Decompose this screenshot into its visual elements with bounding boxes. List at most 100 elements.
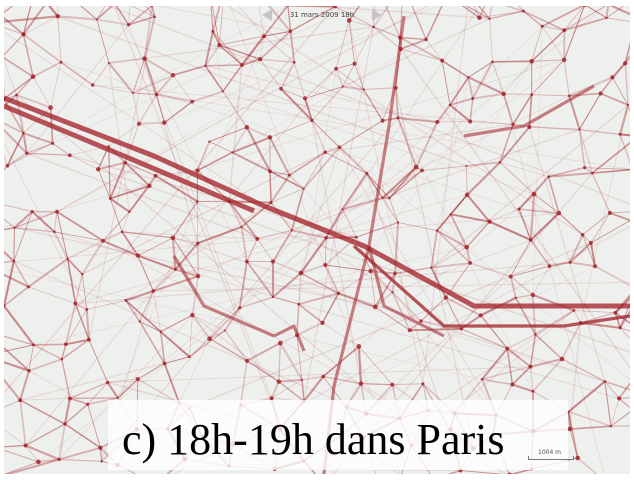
- station-node: [85, 308, 89, 311]
- scale-label: 1004 m: [538, 449, 562, 456]
- link: [75, 302, 88, 311]
- link: [499, 126, 530, 163]
- station-node: [341, 85, 344, 88]
- link: [64, 423, 101, 449]
- link: [4, 260, 15, 307]
- previous-time-arrow-icon[interactable]: [262, 9, 272, 21]
- station-node: [559, 356, 565, 362]
- link: [589, 242, 597, 267]
- link: [304, 68, 337, 99]
- link: [164, 356, 190, 364]
- link: [258, 6, 265, 37]
- link: [499, 124, 514, 163]
- station-node: [15, 93, 18, 97]
- link: [211, 6, 220, 46]
- long-link: [128, 24, 273, 399]
- link: [4, 15, 58, 23]
- link: [370, 271, 376, 308]
- link: [28, 344, 34, 371]
- link: [152, 275, 199, 292]
- link: [28, 286, 76, 304]
- link: [592, 169, 630, 174]
- link: [246, 261, 274, 298]
- station-node: [50, 141, 55, 145]
- long-link: [212, 31, 220, 46]
- link: [563, 59, 570, 96]
- link: [224, 330, 248, 362]
- link: [154, 174, 198, 203]
- link: [334, 6, 350, 21]
- link: [334, 6, 374, 28]
- link: [392, 383, 423, 386]
- link: [4, 128, 28, 155]
- network-map[interactable]: [4, 6, 630, 474]
- link: [4, 399, 21, 408]
- station-node: [107, 145, 110, 148]
- long-link: [115, 6, 248, 262]
- link: [323, 375, 362, 385]
- link: [561, 322, 582, 360]
- link: [614, 312, 622, 329]
- link: [99, 447, 103, 462]
- next-time-arrow-icon[interactable]: [372, 9, 382, 21]
- link: [466, 161, 501, 167]
- link: [481, 365, 531, 380]
- link: [65, 303, 77, 345]
- link: [28, 358, 63, 372]
- link: [23, 132, 53, 145]
- link: [567, 411, 572, 430]
- link: [611, 54, 630, 78]
- station-node: [66, 257, 69, 260]
- long-link: [232, 39, 427, 153]
- long-link: [580, 104, 629, 323]
- link: [106, 381, 119, 399]
- station-node: [603, 380, 607, 383]
- major-links: [4, 15, 630, 474]
- link: [65, 309, 88, 345]
- link: [590, 220, 630, 244]
- link: [279, 342, 303, 381]
- corridor: [4, 95, 630, 309]
- long-link: [117, 6, 607, 399]
- link: [591, 142, 630, 174]
- station-node: [67, 153, 72, 158]
- link: [531, 294, 537, 335]
- station-node: [116, 396, 119, 400]
- long-link: [54, 231, 620, 399]
- link: [102, 240, 139, 257]
- long-link: [164, 6, 439, 124]
- station-node: [269, 201, 273, 205]
- link: [338, 270, 371, 294]
- link: [13, 211, 33, 262]
- long-link: [57, 15, 467, 167]
- link: [342, 209, 357, 238]
- link: [604, 381, 620, 399]
- station-node: [507, 472, 512, 474]
- link: [584, 167, 630, 170]
- station-node: [498, 161, 502, 164]
- link: [548, 166, 585, 178]
- station-node: [534, 333, 537, 336]
- time-navigator: 31 mars 2009 18h: [262, 6, 382, 24]
- link: [473, 6, 480, 18]
- station-node: [491, 60, 494, 64]
- link: [172, 74, 193, 102]
- link: [503, 93, 532, 96]
- link: [240, 226, 248, 262]
- link: [618, 397, 630, 409]
- link: [400, 36, 427, 41]
- link: [38, 458, 60, 463]
- station-node: [480, 378, 484, 381]
- long-link: [400, 48, 630, 369]
- link: [132, 58, 146, 94]
- link: [492, 60, 532, 63]
- long-link: [26, 6, 288, 154]
- link: [325, 151, 367, 174]
- link: [128, 175, 157, 213]
- long-link: [52, 6, 357, 144]
- link: [4, 204, 33, 213]
- link: [594, 265, 630, 287]
- link: [81, 240, 104, 275]
- link: [534, 333, 563, 360]
- link: [339, 120, 383, 148]
